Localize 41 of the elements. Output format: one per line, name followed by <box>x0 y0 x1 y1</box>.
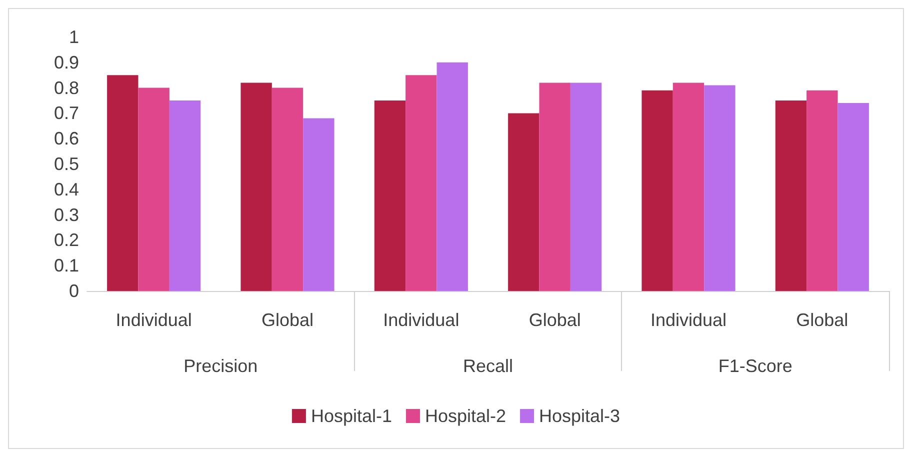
bar <box>838 103 869 291</box>
y-tick-label: 0.1 <box>54 256 79 276</box>
bar <box>169 100 201 291</box>
bar <box>240 82 272 291</box>
bar <box>436 62 468 291</box>
y-tick-label: 1 <box>68 27 79 47</box>
y-tick-label: 0.8 <box>54 78 79 98</box>
bar <box>775 100 807 291</box>
bar <box>704 85 736 291</box>
legend-label: Hospital-3 <box>539 406 620 426</box>
bar <box>806 90 838 291</box>
y-tick-label: 0.9 <box>54 52 79 72</box>
bar <box>303 118 334 291</box>
bar <box>570 82 602 291</box>
bar <box>138 88 170 291</box>
x-tick-label: Individual <box>383 310 460 330</box>
x-tick-label: Global <box>261 310 314 330</box>
x-tick-label: Global <box>528 310 581 330</box>
bar <box>508 113 540 291</box>
y-tick-label: 0.7 <box>54 103 79 124</box>
bar <box>642 90 673 291</box>
y-tick-label: 0.2 <box>54 230 79 250</box>
bar <box>272 88 304 291</box>
y-tick-label: 0.3 <box>54 204 79 225</box>
text: Precision <box>184 356 258 376</box>
x-tick-label: Global <box>796 310 848 330</box>
bar <box>107 75 138 291</box>
legend-label: Hospital-2 <box>424 406 506 426</box>
bar <box>672 82 704 291</box>
bar <box>374 100 406 291</box>
y-tick-label: 0.5 <box>54 154 79 174</box>
y-tick-label: 0.4 <box>54 179 79 200</box>
text: Recall <box>462 356 514 376</box>
bar <box>406 75 437 291</box>
y-tick-label: 0.6 <box>54 128 79 149</box>
y-tick-label: 0 <box>68 281 79 301</box>
x-tick-label: Individual <box>650 310 727 330</box>
legend-label: Hospital-1 <box>310 406 392 426</box>
text: F1-Score <box>718 356 792 376</box>
x-tick-label: Individual <box>116 310 192 330</box>
bar <box>539 82 570 291</box>
